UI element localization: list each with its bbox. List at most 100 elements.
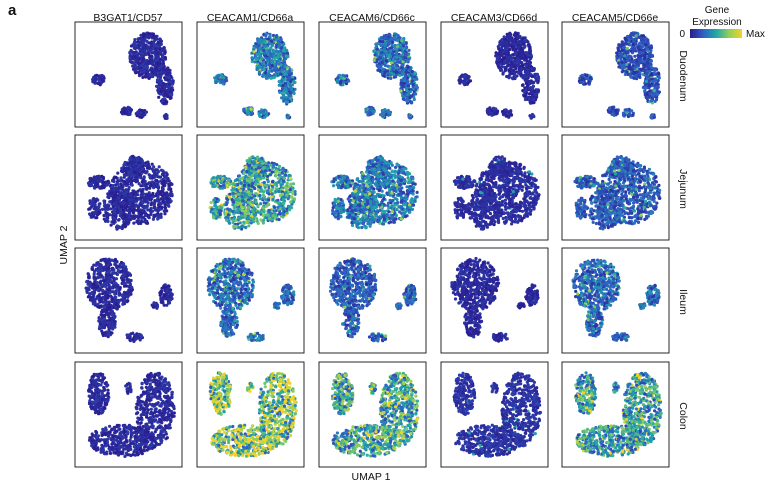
cell-point [94,181,98,185]
cell-point [160,187,165,191]
cell-point [151,70,155,74]
cell-point [141,192,145,196]
cell-point [163,212,167,216]
cell-point [110,191,114,195]
cell-point [406,80,410,84]
cell-point [132,216,136,220]
cell-point [395,70,399,74]
cell-point [501,72,505,76]
cell-point [657,76,661,80]
cell-point [644,83,648,87]
cell-point [401,84,405,88]
cell-point [528,81,532,85]
cell-point [407,68,411,73]
cell-point [141,187,145,191]
cell-point [154,168,158,172]
cell-point [508,47,512,52]
cell-point [642,65,646,69]
cell-point [525,69,529,73]
cell-point [112,202,116,206]
cell-point [169,199,173,203]
cell-point [533,72,537,76]
cell-point [264,33,268,38]
cell-point [649,72,654,77]
cell-point [91,80,95,84]
cell-point [128,106,132,110]
cell-point [339,81,343,85]
cell-point [124,189,129,193]
cell-point [274,49,279,53]
cell-point [160,193,164,197]
cell-point [633,54,637,58]
cell-point [275,163,279,167]
cell-point [504,68,508,72]
cell-point [389,71,393,75]
cell-point [264,76,268,80]
cell-point [384,35,388,39]
cell-point [149,49,153,53]
cell-point [617,65,621,69]
cell-point [141,37,145,42]
cell-point [283,57,288,61]
cell-point [580,76,584,80]
cell-point [498,60,502,64]
cell-point [152,175,156,180]
cell-point [97,205,101,209]
cell-point [521,64,525,69]
cell-point [160,48,164,52]
cell-point [406,84,411,88]
cell-point [513,74,517,78]
cell-point [505,34,510,39]
cell-point [410,79,414,83]
cell-point [147,76,151,80]
cell-point [458,77,462,81]
cell-point [623,54,627,58]
cell-point [647,95,651,99]
cell-point [648,55,653,59]
cell-point [505,39,509,43]
cell-point [413,71,417,75]
cell-point [93,203,97,207]
cell-point [653,95,658,99]
cell-point [163,55,167,60]
cell-point [128,56,132,60]
cell-point [106,192,110,196]
cell-point [122,106,126,110]
cell-point [134,50,138,54]
cell-point [524,81,529,85]
cell-point [465,79,469,83]
cell-point [278,90,282,94]
cell-point [642,59,646,63]
cell-point [507,69,511,73]
cell-point [256,66,260,70]
cell-point [621,46,625,50]
cell-point [500,38,504,42]
cell-point [130,60,134,64]
cell-point [268,49,272,53]
cell-point [636,72,640,76]
cell-point [152,67,156,71]
cell-point [644,86,648,90]
cell-point [524,51,528,55]
cell-point [119,205,123,209]
cell-point [380,60,384,65]
cell-point [141,32,145,37]
cell-point [648,52,652,56]
cell-point [622,65,627,69]
region-label: Duodenum [677,50,689,102]
cell-point [148,184,153,188]
cell-point [626,51,630,55]
cell-point [157,95,161,99]
cell-point [633,46,637,50]
cell-point [502,35,506,39]
cell-point [383,44,387,48]
cell-point [508,36,512,40]
cell-point [629,36,633,40]
cell-point [644,51,648,55]
cell-point [644,79,649,83]
gene-header: CEACAM6/CD66c [329,12,415,24]
cell-point [104,219,108,223]
cell-point [406,65,410,69]
cell-point [279,72,283,76]
cell-point [628,73,633,77]
